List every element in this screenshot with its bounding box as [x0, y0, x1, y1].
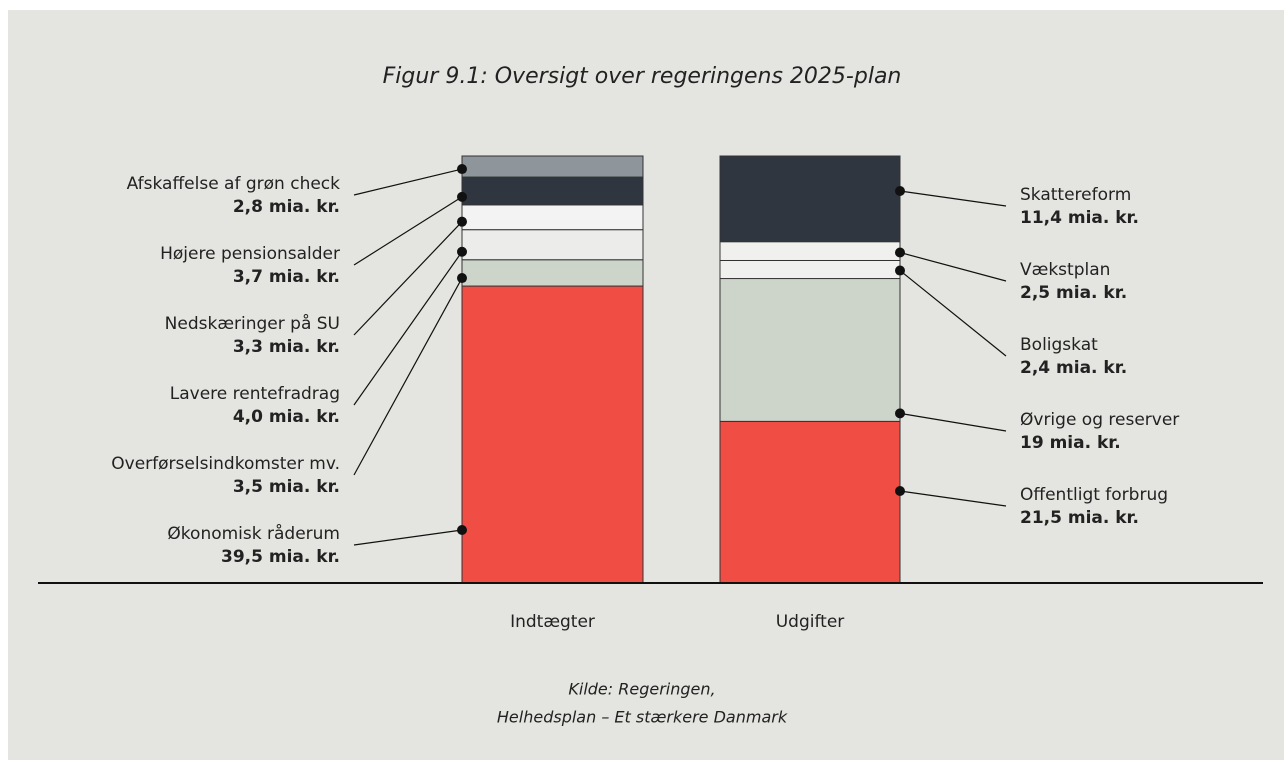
- value-label: 19 mia. kr.: [1020, 433, 1121, 453]
- leader-line: [899, 190, 1007, 207]
- segment-name: Økonomisk råderum: [167, 523, 340, 544]
- leader-dot: [895, 408, 905, 419]
- leader-dot: [457, 273, 467, 284]
- segment-name: Offentligt forbrug: [1020, 485, 1168, 505]
- leader-dot: [457, 525, 467, 535]
- value-label: 3,5 mia. kr.: [233, 477, 340, 497]
- leader-line: [899, 270, 1007, 357]
- leader-dot: [895, 186, 905, 196]
- segment-name: Øvrige og reserver: [1020, 410, 1179, 430]
- x-tick-label: Udgifter: [776, 612, 845, 632]
- value-label: 2,8 mia. kr.: [233, 197, 340, 217]
- segment-name: Overførselsindkomster mv.: [111, 454, 340, 474]
- leader-dot: [895, 265, 905, 276]
- value-label: 3,7 mia. kr.: [233, 267, 340, 287]
- leader-line: [353, 277, 463, 476]
- segment-name: Lavere rentefradrag: [170, 384, 340, 404]
- leader-line: [353, 529, 463, 546]
- leader-line: [899, 412, 1007, 432]
- bar-segment: [719, 420, 901, 584]
- bar-segment: [461, 204, 644, 231]
- leader-line: [353, 196, 463, 266]
- value-label: 11,4 mia. kr.: [1020, 208, 1139, 228]
- segment-name: Højere pensionsalder: [160, 244, 340, 264]
- x-tick-label: Indtægter: [510, 612, 595, 632]
- chart-title: Figur 9.1: Oversigt over regeringens 202…: [383, 64, 902, 89]
- value-label: 39,5 mia. kr.: [221, 547, 340, 567]
- segment-name: Vækstplan: [1020, 260, 1110, 280]
- source: Kilde: Regeringen,: [568, 680, 715, 699]
- leader-dot: [895, 247, 905, 258]
- leader-line: [899, 251, 1007, 282]
- bar-segment: [719, 278, 901, 422]
- bar-segment: [461, 155, 644, 178]
- value-label: 21,5 mia. kr.: [1020, 508, 1139, 528]
- source: Helhedsplan – Et stærkere Danmark: [497, 708, 788, 727]
- value-label: 2,5 mia. kr.: [1020, 283, 1127, 303]
- leader-line: [353, 221, 463, 336]
- leader-line: [353, 168, 463, 196]
- value-label: 2,4 mia. kr.: [1020, 358, 1127, 378]
- bar-segment: [461, 229, 644, 261]
- value-label: 3,3 mia. kr.: [233, 337, 340, 357]
- bar-segment: [719, 241, 901, 261]
- segment-name: Skattereform: [1020, 185, 1131, 205]
- value-label: 4,0 mia. kr.: [233, 407, 340, 427]
- leader-dot: [895, 486, 905, 496]
- bar-segment: [461, 176, 644, 206]
- background: [8, 10, 1284, 760]
- leader-line: [899, 490, 1007, 507]
- leader-line: [353, 251, 463, 406]
- leader-dot: [457, 191, 467, 202]
- bar-segment: [461, 285, 644, 584]
- segment-name: Afskaffelse af grøn check: [127, 174, 341, 194]
- bar-segment: [461, 259, 644, 287]
- bar-segment: [719, 259, 901, 280]
- leader-dot: [457, 246, 467, 257]
- leader-dot: [457, 216, 467, 227]
- bar-segment: [719, 155, 901, 243]
- segment-name: Boligskat: [1020, 335, 1098, 355]
- leader-dot: [457, 164, 467, 175]
- segment-name: Nedskæringer på SU: [165, 313, 340, 334]
